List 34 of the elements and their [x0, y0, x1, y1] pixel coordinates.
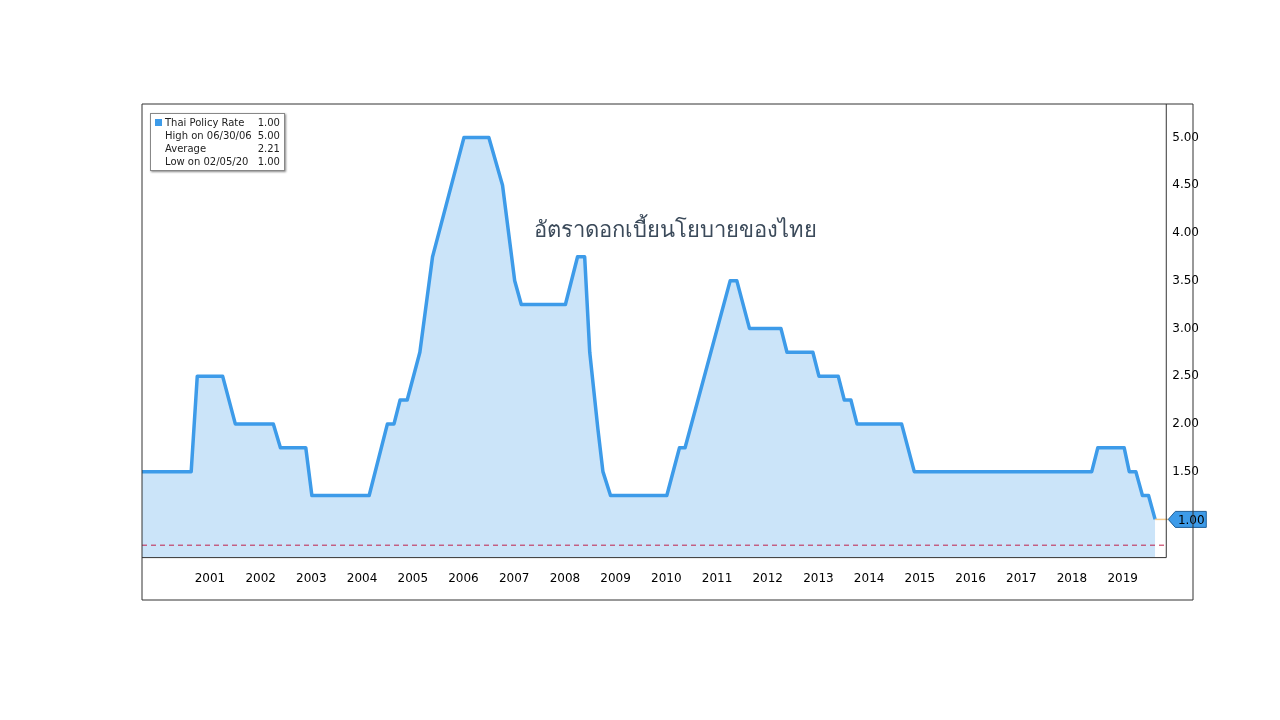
- y-tick-label: 2.50: [1172, 368, 1199, 383]
- x-tick-label: 2001: [194, 570, 226, 585]
- x-tick-label: 2013: [803, 570, 834, 585]
- x-tick-label: 2005: [397, 570, 429, 585]
- y-tick-label: 3.00: [1172, 320, 1199, 335]
- text: อัตราดอกเบี้ยนโยบายของไทย: [532, 213, 818, 244]
- x-tick-label: 2015: [904, 570, 936, 585]
- text: Average 2.21: [165, 143, 280, 154]
- y-tick-label: 5.00: [1172, 129, 1199, 144]
- y-tick-label: 3.50: [1172, 272, 1199, 287]
- x-tick-label: 2017: [1005, 570, 1037, 585]
- y-tick-label: 2.00: [1172, 416, 1199, 431]
- x-tick-label: 2008: [549, 570, 581, 585]
- x-tick-label: 2012: [752, 570, 783, 585]
- x-tick-label: 2003: [296, 570, 327, 585]
- x-tick-label: 2006: [448, 570, 479, 585]
- x-tick-label: 2019: [1107, 570, 1138, 585]
- annotation: High on 06/30/06 5.00: [165, 129, 280, 142]
- x-tick-label: 2010: [651, 570, 682, 585]
- x-tick-label: 2007: [498, 570, 530, 585]
- y-tick-label: 4.50: [1172, 177, 1199, 192]
- x-tick-label: 2018: [1056, 570, 1088, 585]
- x-tick-label: 2002: [245, 570, 276, 585]
- x-tick-label: 2016: [955, 570, 986, 585]
- legend-label: Thai Policy Rate: [164, 116, 245, 129]
- y-tick-label: 1.50: [1172, 463, 1199, 478]
- x-tick-label: 2011: [701, 570, 733, 585]
- annotation: 1.00: [1177, 512, 1205, 527]
- annotation: Low on 02/05/20 1.00: [165, 155, 280, 168]
- x-tick-label: 2009: [600, 570, 631, 585]
- annotation: 1.00: [257, 116, 280, 129]
- x-tick-label: 2014: [853, 570, 885, 585]
- y-tick-label: 4.00: [1172, 225, 1199, 240]
- x-tick-label: 2004: [346, 570, 378, 585]
